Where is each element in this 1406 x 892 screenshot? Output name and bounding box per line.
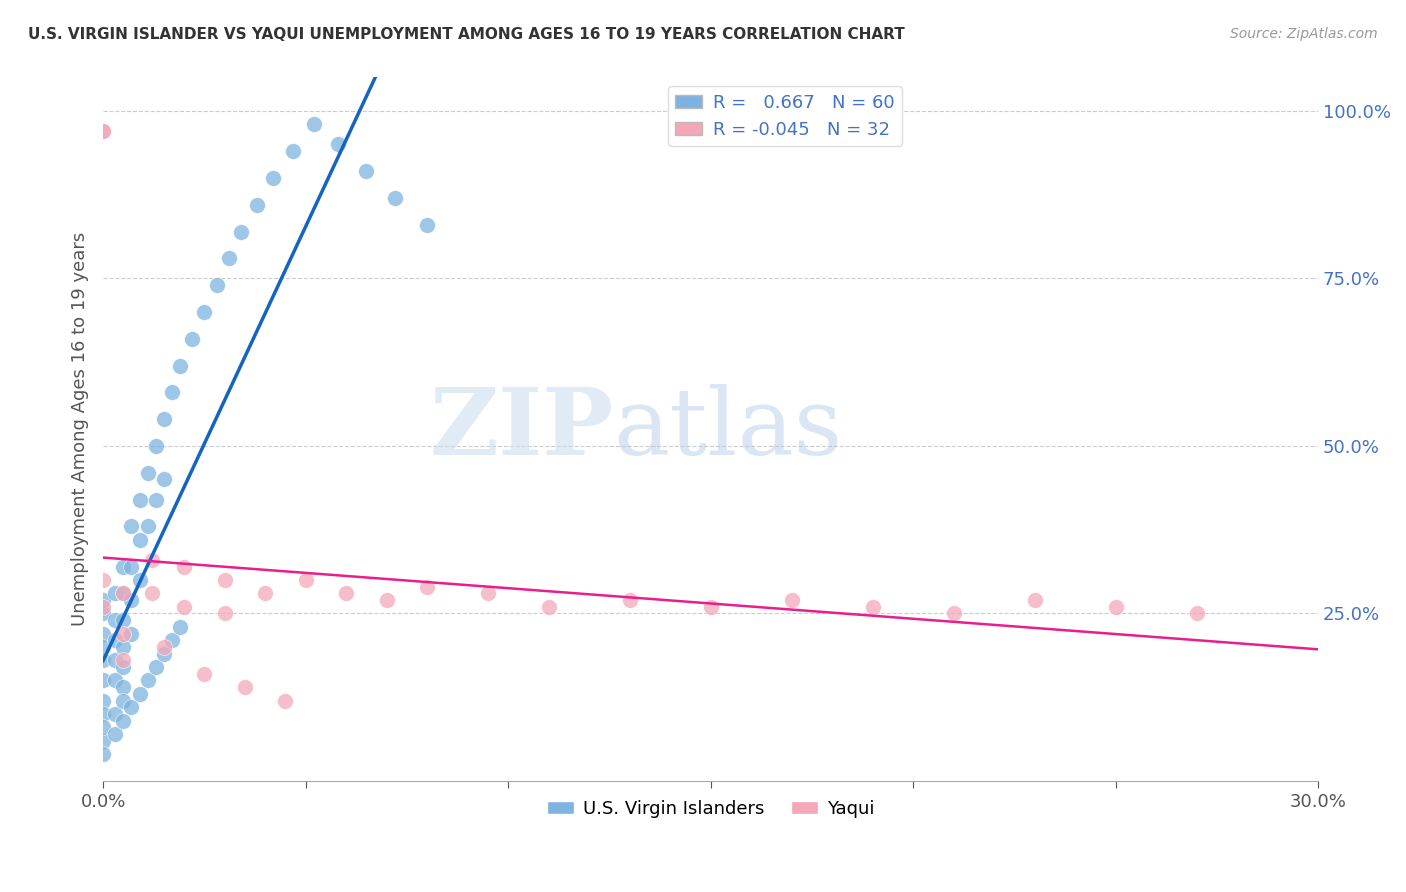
Legend: U.S. Virgin Islanders, Yaqui: U.S. Virgin Islanders, Yaqui (540, 792, 882, 825)
Text: ZIP: ZIP (429, 384, 613, 475)
Point (141, 586, 163, 600)
Point (112, 626, 135, 640)
Point (214, 573, 236, 587)
Point (91, 607, 114, 621)
Point (229, 225, 252, 239)
Point (145, 439, 167, 453)
Point (91, 720, 114, 734)
Point (104, 633, 127, 648)
Point (942, 607, 965, 621)
Point (173, 559, 195, 574)
Point (214, 607, 236, 621)
Point (254, 586, 277, 600)
Point (375, 593, 398, 607)
Point (477, 586, 499, 600)
Point (136, 466, 159, 480)
Point (112, 586, 135, 600)
Point (699, 599, 721, 614)
Point (537, 599, 560, 614)
Point (160, 385, 183, 400)
Point (104, 706, 127, 721)
Point (274, 693, 297, 707)
Point (112, 559, 135, 574)
Point (246, 198, 269, 212)
Point (121, 559, 143, 574)
Point (91, 693, 114, 707)
Point (128, 687, 150, 701)
Point (356, 164, 378, 178)
Point (112, 714, 135, 728)
Point (205, 278, 228, 293)
Point (91, 626, 114, 640)
Point (153, 473, 176, 487)
Point (91, 593, 114, 607)
Point (136, 673, 159, 688)
Point (173, 599, 195, 614)
Point (1104, 599, 1126, 614)
Point (335, 586, 357, 600)
Point (181, 332, 204, 346)
Point (136, 519, 159, 533)
Point (91, 653, 114, 667)
Point (326, 137, 349, 152)
Point (193, 666, 215, 681)
Point (145, 660, 167, 674)
Point (1024, 593, 1046, 607)
Point (121, 519, 143, 533)
Point (121, 593, 143, 607)
Text: atlas: atlas (613, 384, 842, 475)
Point (233, 680, 256, 694)
Point (104, 653, 127, 667)
Point (193, 305, 215, 319)
Point (169, 620, 191, 634)
Point (141, 553, 163, 567)
Point (262, 170, 284, 185)
Point (104, 613, 127, 627)
Point (218, 252, 240, 266)
Point (145, 492, 167, 507)
Point (91, 747, 114, 762)
Point (294, 573, 316, 587)
Point (91, 573, 114, 587)
Point (112, 613, 135, 627)
Point (1185, 607, 1208, 621)
Point (416, 580, 439, 594)
Point (104, 586, 127, 600)
Point (91, 124, 114, 138)
Y-axis label: Unemployment Among Ages 16 to 19 years: Unemployment Among Ages 16 to 19 years (72, 232, 89, 626)
Point (128, 533, 150, 547)
Point (160, 633, 183, 648)
Point (283, 144, 305, 158)
Point (153, 647, 176, 661)
Point (416, 218, 439, 232)
Point (112, 680, 135, 694)
Point (91, 706, 114, 721)
Point (91, 733, 114, 747)
Point (91, 124, 114, 138)
Point (862, 599, 884, 614)
Point (128, 492, 150, 507)
Point (384, 191, 406, 205)
Text: U.S. VIRGIN ISLANDER VS YAQUI UNEMPLOYMENT AMONG AGES 16 TO 19 YEARS CORRELATION: U.S. VIRGIN ISLANDER VS YAQUI UNEMPLOYME… (28, 27, 905, 42)
Point (153, 640, 176, 654)
Point (112, 660, 135, 674)
Point (104, 727, 127, 741)
Point (780, 593, 803, 607)
Point (121, 700, 143, 714)
Point (112, 653, 135, 667)
Point (302, 117, 325, 131)
Point (153, 412, 176, 426)
Point (91, 599, 114, 614)
Point (169, 359, 191, 373)
Point (112, 693, 135, 707)
Point (121, 626, 143, 640)
Text: Source: ZipAtlas.com: Source: ZipAtlas.com (1230, 27, 1378, 41)
Point (112, 586, 135, 600)
Point (128, 573, 150, 587)
Point (112, 640, 135, 654)
Point (104, 673, 127, 688)
Point (619, 593, 641, 607)
Point (91, 640, 114, 654)
Point (91, 673, 114, 688)
